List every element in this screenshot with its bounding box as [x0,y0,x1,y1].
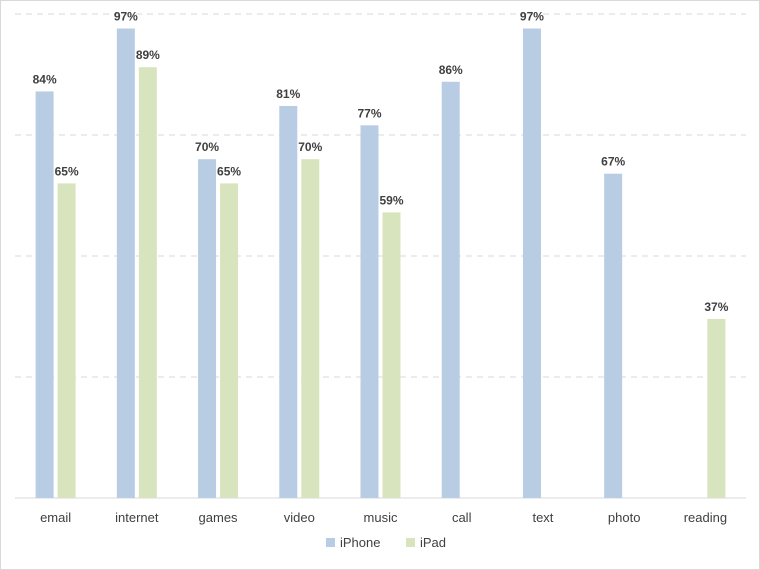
bar-iphone-email [35,91,54,498]
data-label-iphone-music: 77% [357,106,381,120]
gridlines [15,13,746,499]
bar-ipad-video [301,159,320,498]
data-label-ipad-music: 59% [379,193,403,207]
legend-label-iphone: iPhone [340,535,380,550]
bar-ipad-email [57,183,76,498]
bars [35,28,726,499]
data-label-iphone-email: 84% [33,72,57,86]
x-tick-label-video: video [284,510,315,525]
x-tick-label-photo: photo [608,510,641,525]
data-label-iphone-internet: 97% [114,10,138,24]
bar-iphone-internet [116,28,135,499]
bar-iphone-text [522,28,541,499]
bar-ipad-games [220,183,239,498]
data-label-ipad-internet: 89% [136,48,160,62]
x-tick-label-email: email [40,510,71,525]
data-label-ipad-video: 70% [298,140,322,154]
bar-iphone-video [279,105,298,499]
bar-ipad-internet [138,67,157,499]
data-labels: 84% 65% 97% 89% 70% 65% 81% 70% 77% 59% 86% 97% 67% 3… [33,10,729,314]
x-tick-label-reading: reading [684,510,727,525]
data-label-ipad-reading: 37% [704,300,728,314]
bar-ipad-reading [707,318,726,498]
data-label-iphone-photo: 67% [601,155,625,169]
x-axis-tick-labels: email internet games video music call text phot… [40,510,727,525]
x-tick-label-music: music [364,510,398,525]
data-label-iphone-video: 81% [276,87,300,101]
legend-label-ipad: iPad [420,535,446,550]
legend: iPhone iPad [326,535,446,550]
legend-swatch-ipad [406,538,415,547]
data-label-iphone-text: 97% [520,10,544,24]
data-label-iphone-call: 86% [439,63,463,77]
x-tick-label-internet: internet [115,510,159,525]
bar-iphone-games [198,159,217,498]
bar-iphone-music [360,125,379,498]
legend-swatch-iphone [326,538,335,547]
data-label-iphone-games: 70% [195,140,219,154]
bar-ipad-music [382,212,401,498]
data-label-ipad-email: 65% [55,164,79,178]
bar-iphone-photo [604,173,623,498]
x-tick-label-text: text [532,510,553,525]
bar-iphone-call [441,81,460,498]
x-tick-label-call: call [452,510,472,525]
x-tick-label-games: games [199,510,239,525]
data-label-ipad-games: 65% [217,164,241,178]
